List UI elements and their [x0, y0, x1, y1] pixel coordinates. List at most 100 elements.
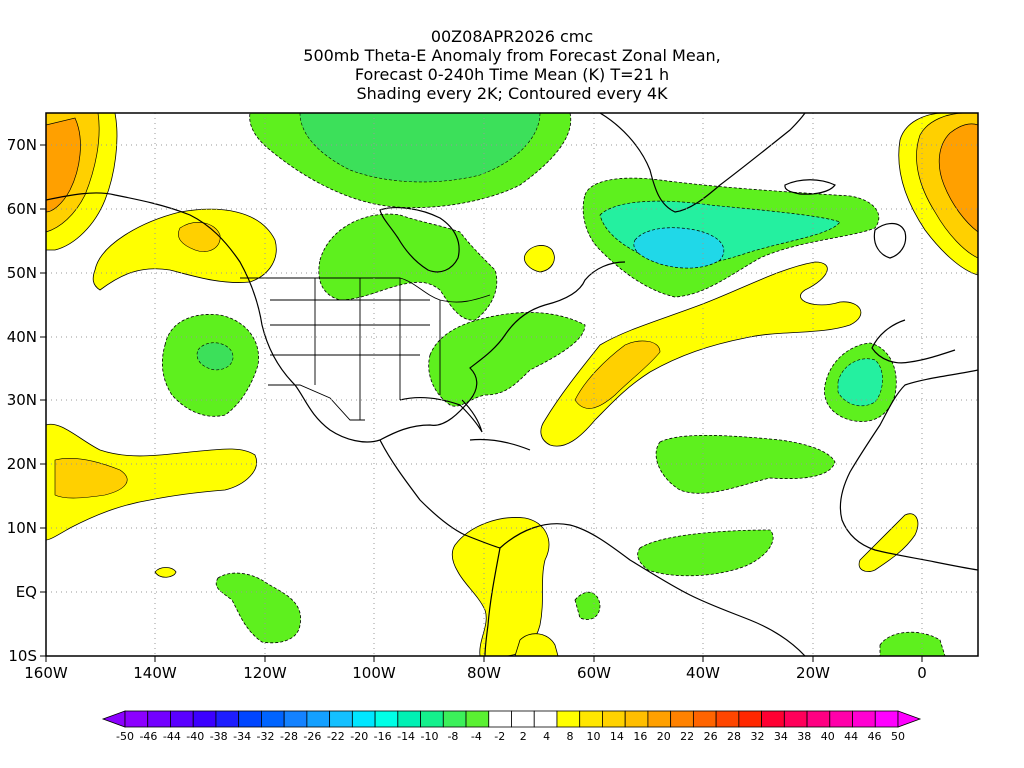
- graticule: [46, 113, 978, 656]
- colorbar-swatch: [852, 710, 876, 728]
- colorbar-label: -46: [139, 730, 157, 743]
- coastline-cuba: [469, 438, 531, 451]
- colorbar-swatch: [147, 710, 171, 728]
- colorbar-label: -50: [116, 730, 134, 743]
- yellow-region-small-pacific: [154, 567, 177, 578]
- lon-label-20w: 20W: [796, 664, 830, 682]
- colorbar-label: 20: [657, 730, 671, 743]
- colorbar-swatch: [465, 710, 490, 728]
- colorbar-label: -28: [280, 730, 298, 743]
- colorbar-label: 38: [797, 730, 811, 743]
- lat-label-40n: 40N: [7, 328, 37, 346]
- colorbar-label: 26: [704, 730, 718, 743]
- colorbar-swatch: [783, 710, 808, 728]
- colorbar-swatch: [351, 710, 376, 728]
- cyan-green-region-canary: [837, 358, 883, 407]
- colorbar-label: 16: [633, 730, 647, 743]
- coastline-florida-gulf: [399, 396, 483, 433]
- colorbar-swatch: [670, 710, 694, 728]
- lat-label-eq: EQ: [16, 583, 37, 601]
- gold-region-tropical-pacific: [54, 458, 128, 499]
- colorbar-swatch: [533, 710, 558, 728]
- colorbar-label: 22: [680, 730, 694, 743]
- longitude-labels: 160W 140W 120W 100W 80W 60W 40W 20W 0: [24, 664, 927, 682]
- orange-region-far-northwest: [46, 117, 81, 213]
- colorbar-swatch: [124, 710, 149, 728]
- colorbar-label: -26: [303, 730, 321, 743]
- title-line-4: Shading every 2K; Contoured every 4K: [356, 84, 668, 103]
- colorbar-label: 34: [774, 730, 788, 743]
- yellow-band-atlantic: [540, 261, 862, 447]
- orange-region-europe: [938, 123, 978, 233]
- border-us-mexico: [268, 384, 365, 421]
- lat-label-50n: 50N: [7, 264, 37, 282]
- axis-ticks: [40, 144, 923, 662]
- title-block: 00Z08APR2026 cmc 500mb Theta-E Anomaly f…: [0, 27, 1024, 103]
- colorbar-swatch: [624, 710, 649, 728]
- lat-label-60n: 60N: [7, 200, 37, 218]
- colorbar-swatch: [761, 710, 785, 728]
- green-region-east-pacific: [215, 572, 302, 644]
- colorbar-label: 40: [821, 730, 835, 743]
- colorbar-label: 28: [727, 730, 741, 743]
- lat-label-70n: 70N: [7, 136, 37, 154]
- colorbar-swatch: [397, 710, 421, 728]
- latitude-labels: 70N 60N 50N 40N 30N 20N 10N EQ 10S: [7, 136, 37, 665]
- coastline-central-america: [379, 439, 501, 549]
- border-canada-us: [240, 277, 491, 303]
- colorbar-swatch: [738, 710, 762, 728]
- colorbar-swatch: [829, 710, 853, 728]
- lon-label-100w: 100W: [352, 664, 396, 682]
- colorbar: -50 -46 -44 -40 -38 -34 -32 -28 -26 -22 -20 -16 -14-…: [101, 710, 922, 743]
- colorbar-label: -14: [397, 730, 415, 743]
- colorbar-label: 46: [868, 730, 882, 743]
- colorbar-swatch: [579, 710, 603, 728]
- colorbar-label: -44: [163, 730, 181, 743]
- shaded-field: [46, 113, 978, 656]
- lon-label-120w: 120W: [243, 664, 287, 682]
- colorbar-label: -22: [327, 730, 345, 743]
- colorbar-label: -8: [447, 730, 458, 743]
- colorbar-label: -20: [350, 730, 368, 743]
- lat-label-10s: 10S: [8, 647, 37, 665]
- coastline-iceland: [784, 179, 836, 195]
- state-lines: [270, 278, 441, 420]
- green-region-central-atlantic: [655, 434, 836, 494]
- colorbar-label: 50: [891, 730, 905, 743]
- colorbar-label: 32: [750, 730, 764, 743]
- colorbar-swatch: [170, 710, 194, 728]
- colorbar-swatch: [511, 710, 535, 728]
- colorbar-label: -38: [210, 730, 228, 743]
- colorbar-label: -16: [374, 730, 392, 743]
- colorbar-arrow-right: [897, 710, 922, 728]
- colorbar-swatch: [488, 710, 512, 728]
- coastline-south-america: [484, 523, 806, 656]
- title-line-1: 00Z08APR2026 cmc: [430, 27, 594, 46]
- colorbar-label: 2: [520, 730, 527, 743]
- colorbar-swatch: [692, 710, 717, 728]
- lon-label-140w: 140W: [133, 664, 177, 682]
- lon-label-60w: 60W: [577, 664, 611, 682]
- colorbar-label: 14: [610, 730, 624, 743]
- colorbar-label: -34: [233, 730, 251, 743]
- colorbar-swatch: [442, 710, 467, 728]
- colorbar-arrow-left: [101, 710, 126, 728]
- coastline-britain: [873, 222, 907, 259]
- colorbar-swatch: [329, 710, 353, 728]
- lon-label-160w: 160W: [24, 664, 68, 682]
- lon-label-80w: 80W: [467, 664, 501, 682]
- colorbar-label: 10: [586, 730, 600, 743]
- colorbar-label: 8: [567, 730, 574, 743]
- colorbar-swatch: [420, 710, 444, 728]
- coastline-greenland: [599, 113, 806, 213]
- green-region-guinea: [879, 631, 946, 656]
- colorbar-label: 4: [543, 730, 550, 743]
- colorbar-swatch: [806, 710, 831, 728]
- colorbar-swatch: [556, 710, 581, 728]
- colorbar-swatch: [306, 710, 331, 728]
- lon-label-0: 0: [917, 664, 927, 682]
- yellow-region-amazon: [514, 633, 559, 656]
- lon-label-40w: 40W: [686, 664, 720, 682]
- colorbar-label: -2: [494, 730, 505, 743]
- green-region-east-us: [428, 312, 586, 407]
